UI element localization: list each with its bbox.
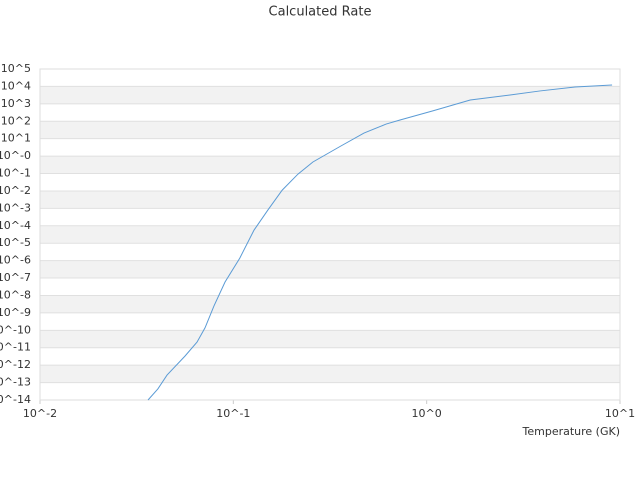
grid-band <box>40 330 620 348</box>
y-tick-label: 10^1 <box>1 132 31 145</box>
chart-title: Calculated Rate <box>269 5 372 20</box>
x-axis-label: Temperature (GK) <box>522 425 621 438</box>
y-tick-label: 10^-12 <box>0 358 31 371</box>
x-tick-label: 10^-2 <box>23 407 57 420</box>
y-tick-label: 10^-14 <box>0 393 31 406</box>
plot-background <box>40 86 620 383</box>
grid-band <box>40 365 620 383</box>
y-tick-label: 10^-5 <box>0 236 31 249</box>
y-tick-label: 10^-11 <box>0 341 31 354</box>
data-line <box>147 84 613 401</box>
x-tick-label: 10^1 <box>605 407 635 420</box>
grid-band <box>40 260 620 279</box>
y-tick-label: 10^5 <box>1 62 31 75</box>
y-tick-label: 10^-13 <box>0 376 31 389</box>
x-tick-label: 10^0 <box>412 407 442 420</box>
grid-band <box>40 190 620 209</box>
y-tick-label: 10^4 <box>1 79 31 92</box>
x-tick-label: 10^-1 <box>216 407 250 420</box>
grid-band <box>40 121 620 139</box>
y-tick-label: 10^2 <box>1 114 31 127</box>
y-tick-label: 10^-6 <box>0 254 31 267</box>
y-tick-label: 10^-7 <box>0 271 31 284</box>
plot-frame <box>39 68 621 401</box>
y-tick-label: 10^-0 <box>0 149 31 162</box>
y-tick-label: 10^-10 <box>0 323 31 336</box>
grid-band <box>40 295 620 313</box>
y-tick-label: 10^-9 <box>0 306 31 319</box>
y-tick-label: 10^-4 <box>0 219 31 232</box>
grid-band <box>40 225 620 244</box>
grid-band <box>40 86 620 104</box>
grid-band <box>40 156 620 174</box>
y-tick-label: 10^-3 <box>0 201 31 214</box>
y-tick-label: 10^-1 <box>0 167 31 180</box>
y-tick-label: 10^-2 <box>0 184 31 197</box>
y-tick-label: 10^-8 <box>0 288 31 301</box>
y-tick-label: 10^3 <box>1 97 31 110</box>
